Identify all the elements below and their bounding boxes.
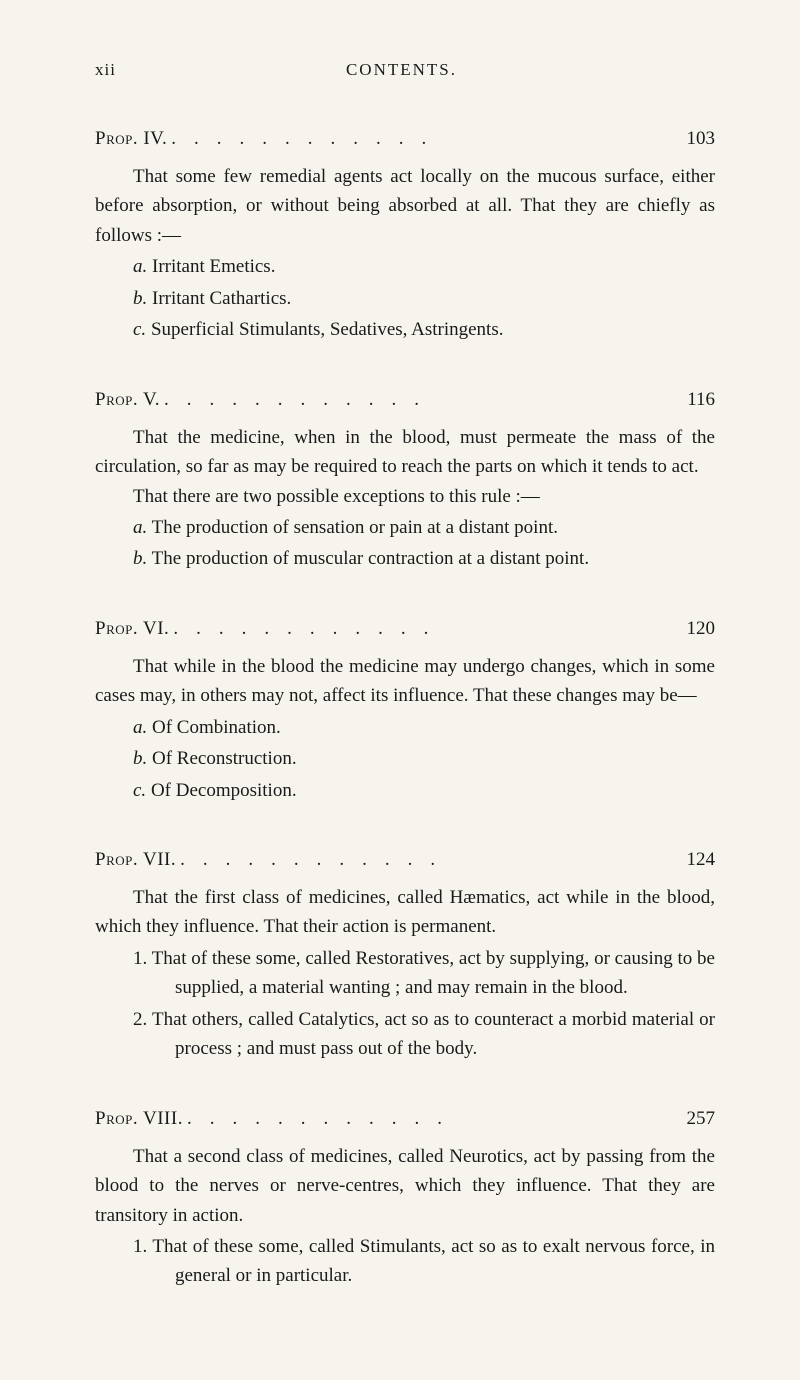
item-text: Irritant Cathartics. [152,288,291,309]
leader-dots: ............ [187,1108,683,1130]
item-num: 1. [133,948,147,969]
prop-vii-item-1: 1. That of these some, called Restorativ… [95,944,715,1003]
leader-dots: ............ [171,128,682,150]
prop-vi-item-b: b. Of Reconstruction. [95,744,715,773]
item-letter: b. [133,748,147,769]
prop-vii-body: That the first class of medicines, calle… [95,883,715,942]
leader-dots: ............ [180,849,682,871]
prop-viii-title: Prop. VIII. [95,1108,183,1130]
item-text: That of these some, called Restoratives,… [152,948,715,998]
item-letter: a. [133,717,147,738]
prop-iv-block: Prop. IV. ............ 103 That some few… [95,128,715,345]
item-text: Of Combination. [152,717,281,738]
prop-v-page: 116 [687,389,715,411]
prop-iv-line: Prop. IV. ............ 103 [95,128,715,150]
item-text: Superficial Stimulants, Sedatives, Astri… [151,319,504,340]
prop-iv-page: 103 [687,128,716,150]
item-letter: a. [133,256,147,277]
prop-vii-page: 124 [687,849,716,871]
item-text: Of Decomposition. [151,780,297,801]
header-title: CONTENTS. [346,60,457,80]
prop-viii-page: 257 [687,1108,716,1130]
prop-v-line: Prop. V. ............ 116 [95,389,715,411]
prop-vi-page: 120 [687,618,716,640]
prop-v-title: Prop. V. [95,389,160,411]
item-num: 1. [133,1236,147,1257]
header-spacer [687,60,715,80]
item-letter: c. [133,780,146,801]
item-letter: b. [133,548,147,569]
prop-vii-block: Prop. VII. ............ 124 That the fir… [95,849,715,1064]
item-letter: b. [133,288,147,309]
item-text: The production of sensation or pain at a… [152,517,558,538]
prop-vi-item-c: c. Of Decomposition. [95,776,715,805]
prop-iv-item-a: a. Irritant Emetics. [95,252,715,281]
page-number: xii [95,60,116,80]
prop-vii-item-2: 2. That others, called Catalytics, act s… [95,1005,715,1064]
prop-viii-block: Prop. VIII. ............ 257 That a seco… [95,1108,715,1291]
item-text: Of Reconstruction. [152,748,297,769]
prop-viii-body: That a second class of medicines, called… [95,1142,715,1230]
prop-vii-line: Prop. VII. ............ 124 [95,849,715,871]
prop-viii-item-1: 1. That of these some, called Stimulants… [95,1232,715,1291]
prop-v-intro2: That there are two possible exceptions t… [95,482,715,511]
prop-vi-title: Prop. VI. [95,618,169,640]
item-letter: a. [133,517,147,538]
prop-vi-block: Prop. VI. ............ 120 That while in… [95,618,715,805]
item-num: 2. [133,1009,147,1030]
prop-iv-body: That some few remedial agents act locall… [95,162,715,250]
prop-v-block: Prop. V. ............ 116 That the medic… [95,389,715,574]
page-header: xii CONTENTS. [95,60,715,80]
item-text: That of these some, called Stimulants, a… [152,1236,715,1286]
prop-viii-line: Prop. VIII. ............ 257 [95,1108,715,1130]
prop-v-item-a: a. The production of sensation or pain a… [95,513,715,542]
item-text: That others, called Catalytics, act so a… [152,1009,715,1059]
item-text: Irritant Emetics. [152,256,275,277]
leader-dots: ............ [173,618,682,640]
prop-iv-title: Prop. IV. [95,128,167,150]
prop-v-item-b: b. The production of muscular contractio… [95,544,715,573]
prop-vi-line: Prop. VI. ............ 120 [95,618,715,640]
item-letter: c. [133,319,146,340]
leader-dots: ............ [164,389,683,411]
prop-vii-title: Prop. VII. [95,849,176,871]
item-text: The production of muscular contraction a… [152,548,589,569]
prop-iv-item-b: b. Irritant Cathartics. [95,284,715,313]
prop-v-body: That the medicine, when in the blood, mu… [95,423,715,482]
prop-vi-item-a: a. Of Combination. [95,713,715,742]
prop-iv-item-c: c. Superficial Stimulants, Sedatives, As… [95,315,715,344]
prop-vi-body: That while in the blood the medicine may… [95,652,715,711]
